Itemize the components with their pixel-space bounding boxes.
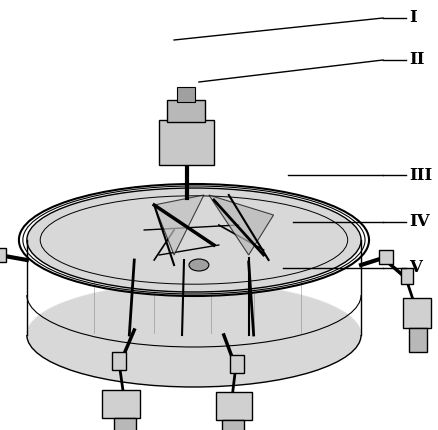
Bar [177, 87, 195, 102]
Text: V: V [409, 259, 422, 276]
Bar [167, 100, 205, 122]
Bar [379, 250, 393, 264]
Ellipse shape [27, 283, 361, 387]
Text: III: III [409, 166, 432, 184]
Bar [216, 392, 252, 420]
Bar [102, 390, 140, 418]
Text: IV: IV [409, 214, 429, 230]
Text: I: I [409, 9, 417, 27]
Polygon shape [209, 195, 274, 255]
Bar [401, 268, 413, 284]
Polygon shape [27, 240, 361, 335]
Ellipse shape [189, 259, 209, 271]
Bar [409, 328, 427, 352]
Bar [403, 298, 431, 328]
Text: II: II [409, 52, 424, 68]
Bar [230, 355, 244, 373]
Ellipse shape [27, 188, 361, 292]
Bar [0, 248, 6, 262]
Bar [159, 120, 214, 165]
Bar [113, 352, 126, 370]
Bar [114, 418, 136, 430]
Bar [222, 420, 244, 430]
Polygon shape [154, 195, 204, 255]
